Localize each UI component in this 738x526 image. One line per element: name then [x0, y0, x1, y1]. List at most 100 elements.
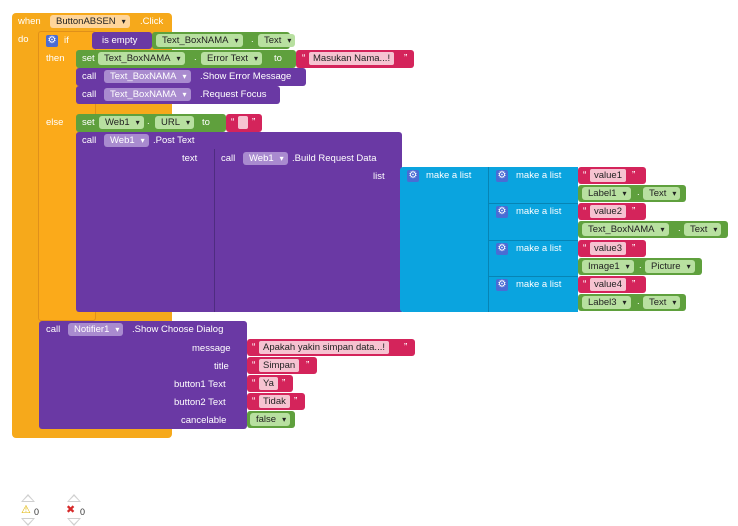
button1-param-label: button1 Text	[174, 379, 226, 390]
close-quote: ”	[306, 360, 310, 371]
value3-text[interactable]: value3	[590, 242, 626, 255]
dot-separator: .	[678, 223, 681, 234]
call-keyword: call	[221, 153, 236, 164]
call-show-choose-dialog[interactable]	[39, 321, 247, 429]
outer-make-a-list-label: make a list	[426, 170, 472, 181]
label1-property-dropdown[interactable]: Text	[643, 187, 681, 200]
warning-triangle-icon: ⚠	[21, 504, 31, 516]
event-name: .Click	[140, 16, 164, 27]
message-param-label: message	[192, 343, 231, 354]
close-quote: ”	[404, 342, 408, 353]
event-component-dropdown[interactable]: ButtonABSEN	[50, 15, 130, 28]
do-keyword: do	[18, 34, 29, 45]
inner-list-4-gear-icon[interactable]: ⚙	[496, 279, 508, 291]
url-component-dropdown[interactable]: Web1	[99, 116, 144, 129]
warning-prev-arrow-icon[interactable]	[21, 494, 35, 502]
set-property-dropdown[interactable]: Error Text	[201, 52, 263, 65]
to-keyword: to	[274, 53, 282, 64]
inner-list-1-label: make a list	[516, 170, 562, 181]
is-empty-block[interactable]	[92, 32, 152, 49]
condition-property-dropdown[interactable]: Text	[258, 34, 296, 47]
is-empty-label: is empty	[102, 35, 138, 46]
close-quote: ”	[632, 243, 636, 254]
error-circle-icon: ✖	[66, 504, 76, 516]
dot-separator: .	[639, 260, 642, 271]
set-component-dropdown[interactable]: Text_BoxNAMA	[98, 52, 185, 65]
when-keyword: when	[18, 16, 41, 27]
open-quote: “	[583, 206, 587, 217]
label3-property-dropdown[interactable]: Text	[643, 296, 681, 309]
title-value[interactable]: Simpan	[259, 359, 300, 372]
set-keyword: set	[82, 117, 95, 128]
inner-list-2-gear-icon[interactable]: ⚙	[496, 206, 508, 218]
error-text-value[interactable]: Masukan Nama...!	[309, 52, 395, 65]
call-build-request-data[interactable]	[214, 149, 402, 312]
build-method: .Build Request Data	[292, 153, 377, 164]
if-keyword: if	[64, 35, 69, 46]
dot-separator: .	[637, 296, 640, 307]
open-quote: “	[252, 360, 256, 371]
close-quote: ”	[404, 53, 408, 64]
image1-property-dropdown[interactable]: Picture	[645, 260, 695, 273]
inner-list-3-gear-icon[interactable]: ⚙	[496, 243, 508, 255]
open-quote: “	[252, 378, 256, 389]
open-quote: “	[302, 53, 306, 64]
inner-list-3-label: make a list	[516, 243, 562, 254]
call-keyword: call	[46, 324, 61, 335]
call-keyword: call	[82, 71, 97, 82]
open-quote: “	[252, 396, 256, 407]
cancelable-param-label: cancelable	[181, 415, 227, 426]
value2-property-dropdown[interactable]: Text	[684, 223, 722, 236]
inner-list-4-label: make a list	[516, 279, 562, 290]
if-mutator-gear-icon[interactable]: ⚙	[46, 35, 58, 47]
call-keyword: call	[82, 135, 97, 146]
dot-separator: .	[251, 34, 254, 45]
set-keyword: set	[82, 53, 95, 64]
warning-count: 0	[34, 507, 40, 517]
dialog-method: .Show Choose Dialog	[132, 324, 224, 335]
call1-method: .Show Error Message	[200, 71, 292, 82]
label3-component-dropdown[interactable]: Label3	[582, 296, 631, 309]
cancelable-dropdown[interactable]: false	[250, 413, 291, 426]
to-keyword: to	[202, 117, 210, 128]
post-component-dropdown[interactable]: Web1	[104, 134, 149, 147]
call2-component-dropdown[interactable]: Text_BoxNAMA	[104, 88, 191, 101]
value2-component-dropdown[interactable]: Text_BoxNAMA	[582, 223, 669, 236]
outer-list-mutator-gear-icon[interactable]: ⚙	[407, 170, 419, 182]
notifier-component-dropdown[interactable]: Notifier1	[68, 323, 124, 336]
close-quote: ”	[294, 396, 298, 407]
list-argument-label: list	[373, 171, 385, 182]
call2-method: .Request Focus	[200, 89, 267, 100]
open-quote: “	[252, 342, 256, 353]
open-quote: “	[231, 117, 235, 128]
url-property-dropdown[interactable]: URL	[155, 116, 195, 129]
image1-component-dropdown[interactable]: Image1	[582, 260, 634, 273]
error-count: 0	[80, 507, 86, 517]
inner-list-2-label: make a list	[516, 206, 562, 217]
else-keyword: else	[46, 117, 64, 128]
url-value[interactable]	[238, 116, 248, 129]
dot-separator: .	[147, 116, 150, 127]
close-quote: ”	[282, 378, 286, 389]
error-next-arrow-icon[interactable]	[67, 518, 81, 526]
button2-value[interactable]: Tidak	[259, 395, 290, 408]
value4-text[interactable]: value4	[590, 278, 626, 291]
value1-text[interactable]: value1	[590, 169, 626, 182]
condition-component-dropdown[interactable]: Text_BoxNAMA	[156, 34, 243, 47]
label1-component-dropdown[interactable]: Label1	[582, 187, 631, 200]
inner-list-1-gear-icon[interactable]: ⚙	[496, 170, 508, 182]
close-quote: ”	[632, 170, 636, 181]
build-component-dropdown[interactable]: Web1	[243, 152, 288, 165]
warning-next-arrow-icon[interactable]	[21, 518, 35, 526]
button2-param-label: button2 Text	[174, 397, 226, 408]
message-value[interactable]: Apakah yakin simpan data...!	[259, 341, 389, 354]
call1-component-dropdown[interactable]: Text_BoxNAMA	[104, 70, 191, 83]
open-quote: “	[583, 170, 587, 181]
call-keyword: call	[82, 89, 97, 100]
open-quote: “	[583, 279, 587, 290]
value2-text[interactable]: value2	[590, 205, 626, 218]
button1-value[interactable]: Ya	[259, 377, 278, 390]
dot-separator: .	[194, 52, 197, 63]
close-quote: ”	[252, 117, 256, 128]
error-prev-arrow-icon[interactable]	[67, 494, 81, 502]
